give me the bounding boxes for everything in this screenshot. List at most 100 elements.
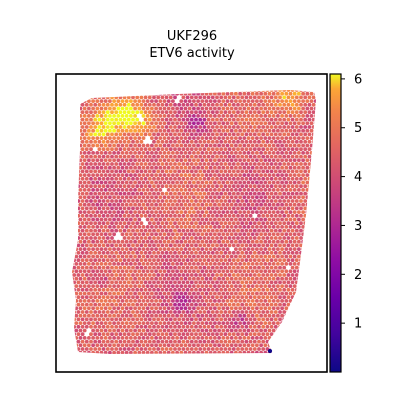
tissue-spot	[244, 228, 249, 233]
tissue-spot	[76, 110, 81, 115]
tissue-spot	[91, 210, 95, 215]
tissue-spot	[267, 143, 272, 148]
tissue-spot	[116, 299, 121, 303]
tissue-spot	[105, 90, 110, 92]
tissue-spot	[221, 299, 226, 303]
tissue-spot	[97, 221, 102, 226]
tissue-spot	[194, 258, 198, 263]
tissue-spot	[141, 188, 146, 192]
tissue-spot	[196, 91, 201, 96]
tissue-spot	[164, 347, 169, 351]
tissue-spot	[215, 250, 219, 255]
tissue-spot	[208, 195, 213, 200]
tissue-spot	[110, 324, 114, 329]
tissue-spot	[276, 247, 280, 252]
tissue-spot	[278, 162, 282, 166]
tissue-spot	[95, 306, 100, 311]
tissue-spot	[303, 332, 308, 337]
tissue-spot	[143, 273, 148, 277]
tissue-spot	[110, 317, 114, 322]
tissue-spot	[315, 324, 316, 329]
tissue-spot	[248, 147, 253, 152]
tissue-spot	[206, 206, 211, 211]
tissue-spot	[309, 128, 314, 133]
tissue-spot	[82, 247, 87, 252]
tissue-spot	[135, 228, 140, 233]
tissue-spot	[276, 210, 280, 215]
tissue-spot	[158, 269, 163, 274]
tissue-spot	[133, 284, 138, 288]
tissue-spot	[87, 195, 91, 200]
tissue-spot	[112, 299, 116, 303]
tissue-spot	[231, 310, 236, 314]
tissue-spot	[257, 339, 261, 344]
tissue-spot	[164, 95, 169, 100]
tissue-spot	[315, 236, 316, 240]
tissue-spot	[112, 254, 116, 259]
tissue-spot	[198, 199, 203, 203]
tissue-spot	[288, 173, 293, 178]
tissue-spot	[154, 225, 159, 229]
tissue-spot	[185, 324, 190, 329]
tissue-spot	[97, 287, 102, 292]
tissue-spot	[204, 128, 209, 133]
tissue-spot	[246, 321, 251, 325]
tissue-spot	[74, 343, 79, 348]
tissue-spot	[227, 184, 232, 189]
tissue-spot	[278, 102, 282, 107]
tissue-spot	[309, 91, 314, 96]
tissue-spot	[154, 106, 159, 111]
tissue-spot	[120, 262, 125, 266]
tissue-spot	[292, 143, 297, 148]
tissue-spot	[271, 306, 276, 311]
tissue-spot	[231, 273, 236, 277]
tissue-spot	[118, 102, 123, 107]
tissue-spot	[135, 243, 140, 248]
tissue-spot	[118, 95, 123, 100]
tissue-spot	[143, 228, 148, 233]
tissue-spot	[74, 254, 79, 259]
tissue-spot	[261, 147, 266, 152]
tissue-spot	[313, 165, 316, 170]
tissue-spot	[271, 143, 276, 148]
tissue-spot	[122, 147, 127, 152]
tissue-spot	[234, 165, 238, 170]
tissue-spot	[173, 132, 177, 137]
tissue-spot	[198, 102, 203, 107]
tissue-spot	[231, 95, 236, 100]
tissue-spot	[175, 121, 180, 126]
tissue-spot	[200, 254, 205, 259]
tissue-spot	[284, 136, 289, 141]
tissue-spot	[280, 343, 284, 348]
tissue-spot	[120, 128, 125, 133]
tissue-spot	[72, 232, 74, 237]
tissue-spot	[231, 117, 236, 122]
tissue-spot	[158, 136, 163, 141]
tissue-spot	[200, 143, 205, 148]
tissue-spot	[231, 162, 236, 166]
tissue-spot	[278, 125, 282, 129]
tissue-spot	[271, 232, 276, 237]
tissue-spot	[257, 90, 261, 92]
tissue-spot	[208, 299, 213, 303]
tissue-spot	[166, 173, 171, 178]
tissue-spot	[248, 110, 253, 115]
tissue-spot	[164, 295, 169, 300]
tissue-spot	[200, 173, 205, 178]
tissue-spot	[192, 217, 196, 222]
tissue-spot	[166, 321, 171, 325]
tissue-spot	[219, 139, 224, 144]
tissue-spot	[187, 254, 192, 259]
tissue-spot	[198, 236, 203, 240]
tissue-spot	[74, 276, 79, 281]
tissue-spot	[74, 225, 79, 229]
tissue-spot	[271, 165, 276, 170]
tissue-spot	[168, 102, 173, 107]
tissue-spot	[80, 139, 85, 144]
tissue-spot	[299, 110, 303, 115]
tissue-spot	[219, 206, 224, 211]
tissue-spot	[110, 250, 114, 255]
tissue-spot	[89, 110, 93, 115]
tissue-spot	[227, 213, 232, 218]
tissue-spot	[229, 121, 234, 126]
